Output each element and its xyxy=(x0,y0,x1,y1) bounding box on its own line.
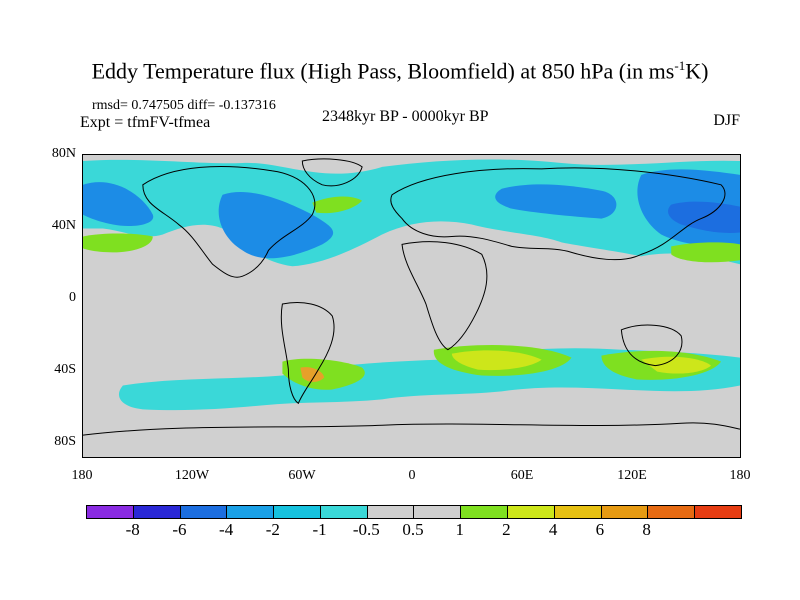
colorbar-swatch xyxy=(180,506,228,518)
colorbar-swatch xyxy=(367,506,415,518)
colorbar-swatch xyxy=(274,506,321,518)
coastlines xyxy=(83,158,740,436)
colorbar-label: -6 xyxy=(172,520,187,539)
greenland xyxy=(301,158,363,187)
x-tick-label: 60W xyxy=(288,468,316,483)
colorbar-label: -0.5 xyxy=(352,520,380,539)
antarctica xyxy=(83,422,740,436)
south-america xyxy=(280,302,335,405)
south-yellow xyxy=(451,350,542,371)
north-blue-2 xyxy=(218,192,334,259)
experiment-label: Expt = tfmFV-tfmea xyxy=(80,114,211,131)
colorbar-label: -1 xyxy=(312,520,327,539)
colorbar-swatch xyxy=(508,506,555,518)
colorbar-swatch xyxy=(320,506,368,518)
colorbar-label: 0.5 xyxy=(402,520,424,539)
north-green-2 xyxy=(312,196,363,214)
colorbar-swatch xyxy=(133,506,181,518)
colorbar-swatch xyxy=(227,506,275,518)
south-band-cyan xyxy=(118,348,740,411)
colorbar-label: -8 xyxy=(125,520,140,539)
y-tick-label: 0 xyxy=(69,290,76,305)
colorbar-label: 2 xyxy=(502,520,511,539)
map-panel xyxy=(82,154,741,458)
colorbar-label: 4 xyxy=(548,520,558,539)
x-tick-label: 180 xyxy=(71,468,93,483)
x-tick-label: 180 xyxy=(729,468,751,483)
y-tick-label: 40N xyxy=(51,218,76,233)
south-orange xyxy=(300,367,325,382)
colorbar-swatch xyxy=(601,506,649,518)
chart-title: Eddy Temperature flux (High Pass, Bloomf… xyxy=(91,58,709,84)
north-green-1 xyxy=(83,233,153,253)
y-tick-label: 80N xyxy=(51,146,76,161)
colorbar-label: -2 xyxy=(265,520,280,539)
north-blue-3 xyxy=(495,184,617,219)
period-label: 2348kyr BP - 0000kyr BP xyxy=(322,108,489,125)
colorbar-swatch xyxy=(695,506,741,518)
y-tick-label: 80S xyxy=(54,434,76,449)
south-green-1 xyxy=(282,358,365,390)
north-america xyxy=(142,166,316,278)
season-label: DJF xyxy=(713,112,740,129)
africa xyxy=(401,241,488,351)
colorbar-swatch xyxy=(648,506,696,518)
x-tick-label: 60E xyxy=(510,468,534,483)
colorbar-label: -4 xyxy=(219,520,234,539)
colorbar-label: 1 xyxy=(455,520,464,539)
colorbar-swatch xyxy=(87,506,134,518)
x-tick-label: 0 xyxy=(408,468,416,483)
colorbar-swatch xyxy=(461,506,509,518)
x-tick-label: 120E xyxy=(617,468,647,483)
colorbar-swatch xyxy=(414,506,462,518)
y-tick-label: 40S xyxy=(54,362,76,377)
colorbar-label: 6 xyxy=(595,520,605,539)
colorbar-label: 8 xyxy=(642,520,651,539)
north-green-3 xyxy=(671,242,740,263)
eurasia xyxy=(390,167,726,261)
x-tick-label: 120W xyxy=(174,468,210,483)
colorbar xyxy=(86,505,742,519)
south-yellow-2 xyxy=(641,356,712,374)
australia xyxy=(620,324,683,367)
colorbar-swatch xyxy=(554,506,602,518)
stats-label: rmsd= 0.747505 diff= -0.137316 xyxy=(92,98,276,113)
north-blue-1 xyxy=(83,182,154,227)
